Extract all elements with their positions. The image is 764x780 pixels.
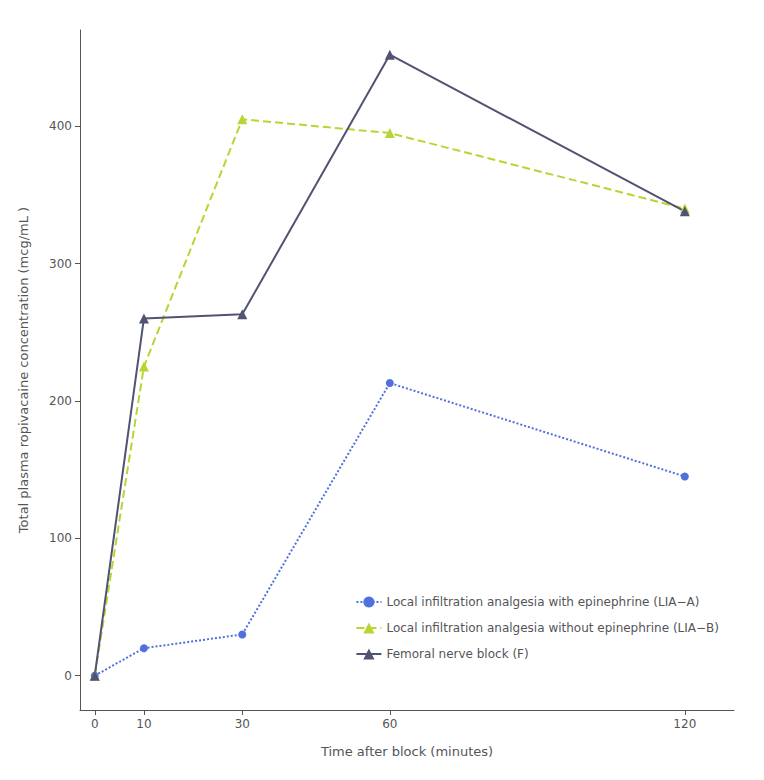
svg-text:30: 30: [235, 717, 250, 731]
svg-text:Time after block (minutes): Time after block (minutes): [320, 744, 493, 759]
svg-text:400: 400: [49, 119, 72, 133]
svg-text:0: 0: [91, 717, 99, 731]
svg-text:Femoral nerve block (F): Femoral nerve block (F): [386, 647, 528, 661]
svg-text:200: 200: [49, 394, 72, 408]
svg-text:0: 0: [64, 669, 72, 683]
svg-text:100: 100: [49, 531, 72, 545]
svg-text:Local infiltration analgesia w: Local infiltration analgesia without epi…: [386, 621, 719, 635]
svg-text:120: 120: [673, 717, 696, 731]
svg-text:Local infiltration analgesia w: Local infiltration analgesia with epinep…: [386, 595, 699, 609]
svg-text:300: 300: [49, 257, 72, 271]
svg-text:60: 60: [382, 717, 397, 731]
svg-text:Total plasma ropivacaine conce: Total plasma ropivacaine concentration (…: [16, 207, 31, 534]
svg-text:10: 10: [136, 717, 151, 731]
